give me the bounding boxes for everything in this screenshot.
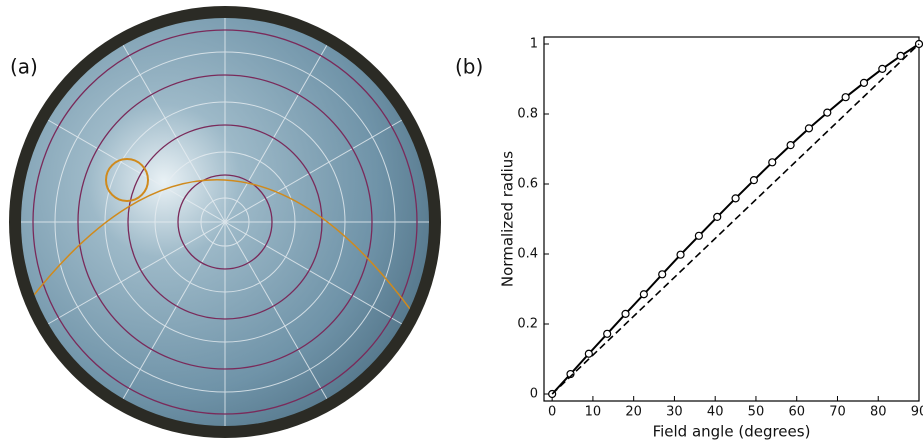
x-tick-label: 50 — [748, 405, 765, 420]
series-line — [552, 44, 919, 394]
x-tick-label: 30 — [666, 405, 683, 420]
data-point — [860, 79, 867, 86]
data-point — [805, 125, 812, 132]
data-point — [677, 251, 684, 258]
x-tick-label: 70 — [829, 405, 846, 420]
fisheye-image: (a) (b) — [9, 6, 483, 438]
data-point — [879, 65, 886, 72]
y-tick-label: 0 — [530, 387, 538, 402]
y-axis-label: Normalized radius — [499, 151, 517, 287]
plot-frame — [544, 37, 919, 401]
y-tick-label: 0.2 — [517, 317, 538, 332]
x-tick-label: 10 — [585, 405, 602, 420]
data-point — [769, 159, 776, 166]
x-tick-label: 60 — [788, 405, 805, 420]
data-point — [787, 142, 794, 149]
data-point — [659, 271, 666, 278]
x-tick-label: 20 — [625, 405, 642, 420]
data-point — [695, 232, 702, 239]
data-point — [732, 195, 739, 202]
data-point — [714, 213, 721, 220]
y-tick-label: 0.6 — [517, 177, 538, 192]
x-tick-label: 80 — [870, 405, 887, 420]
data-point — [640, 291, 647, 298]
y-tick-label: 0.8 — [517, 107, 538, 122]
chart: 0 10 20 30 40 50 60 70 80 90 0 0.2 0.4 0.6 0.8 1 Field a… — [499, 37, 923, 441]
panel-label: (b) — [455, 55, 483, 79]
data-point — [604, 330, 611, 337]
data-point — [750, 177, 757, 184]
y-tick-label: 1 — [530, 37, 538, 52]
figure: (a) (b) 0 10 20 30 40 50 60 70 80 90 0 0.2 0.4 0.6 0.8… — [0, 0, 923, 440]
x-tick-label: 40 — [707, 405, 724, 420]
y-tick-label: 0.4 — [517, 247, 538, 262]
data-point — [824, 109, 831, 116]
x-tick-label: 90 — [911, 405, 923, 420]
data-point — [842, 94, 849, 101]
data-point — [622, 310, 629, 317]
x-tick-label: 0 — [548, 405, 556, 420]
data-point — [585, 350, 592, 357]
x-axis-label: Field angle (degrees) — [653, 423, 811, 441]
panel-label: (a) — [10, 55, 38, 79]
